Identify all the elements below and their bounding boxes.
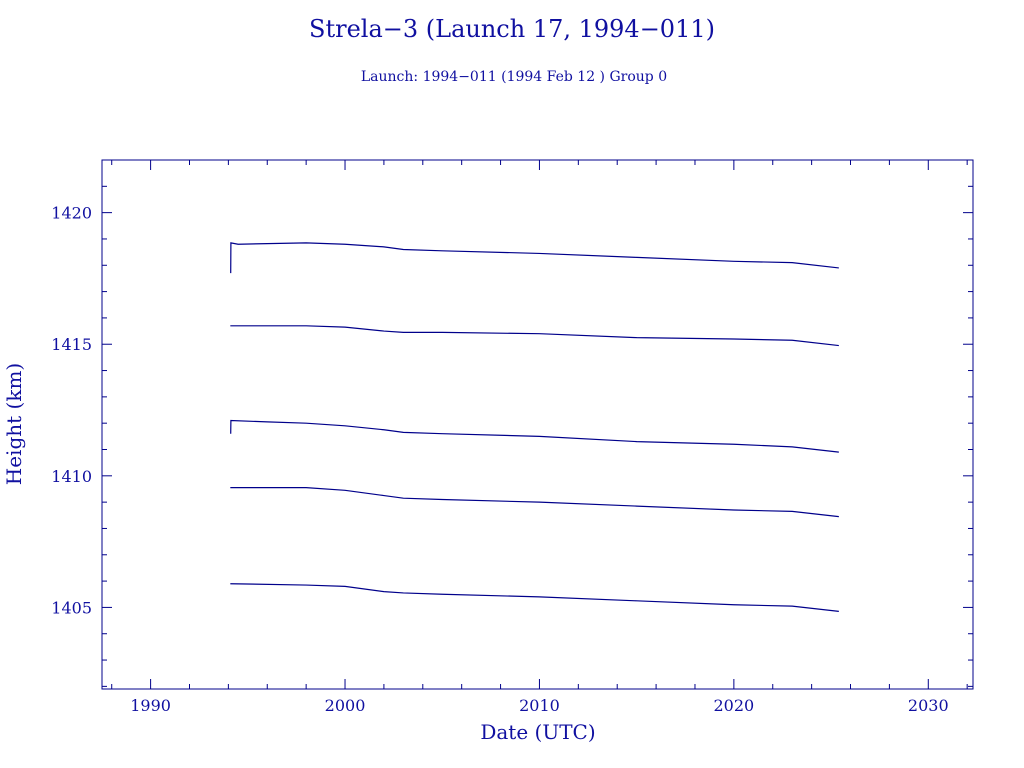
y-tick-label: 1420	[51, 204, 92, 223]
x-axis-label: Date (UTC)	[480, 720, 595, 744]
plot-frame	[101, 159, 974, 690]
series-line-2	[230, 325, 839, 347]
series-line-4	[230, 487, 839, 518]
tick-labels: 1990 2000 2010 2020 2030 1405 1410 1415 1420	[51, 204, 948, 715]
y-axis-label: Height (km)	[2, 363, 26, 485]
series-line-3	[230, 419, 839, 453]
chart-subtitle: Launch: 1994−011 (1994 Feb 12 ) Group 0	[361, 69, 667, 85]
y-tick-label: 1410	[51, 467, 92, 486]
x-tick-label: 2030	[908, 696, 949, 715]
y-tick-label: 1405	[51, 598, 92, 617]
chart-title: Strela−3 (Launch 17, 1994−011)	[309, 15, 715, 43]
series-lines	[230, 242, 839, 612]
x-tick-label: 2000	[325, 696, 366, 715]
axis-ticks	[102, 159, 973, 689]
y-tick-label: 1415	[51, 335, 92, 354]
x-tick-label: 2010	[519, 696, 560, 715]
series-line-5	[230, 583, 839, 612]
x-tick-label: 1990	[130, 696, 171, 715]
series-line-1	[230, 242, 839, 274]
x-tick-label: 2020	[714, 696, 755, 715]
